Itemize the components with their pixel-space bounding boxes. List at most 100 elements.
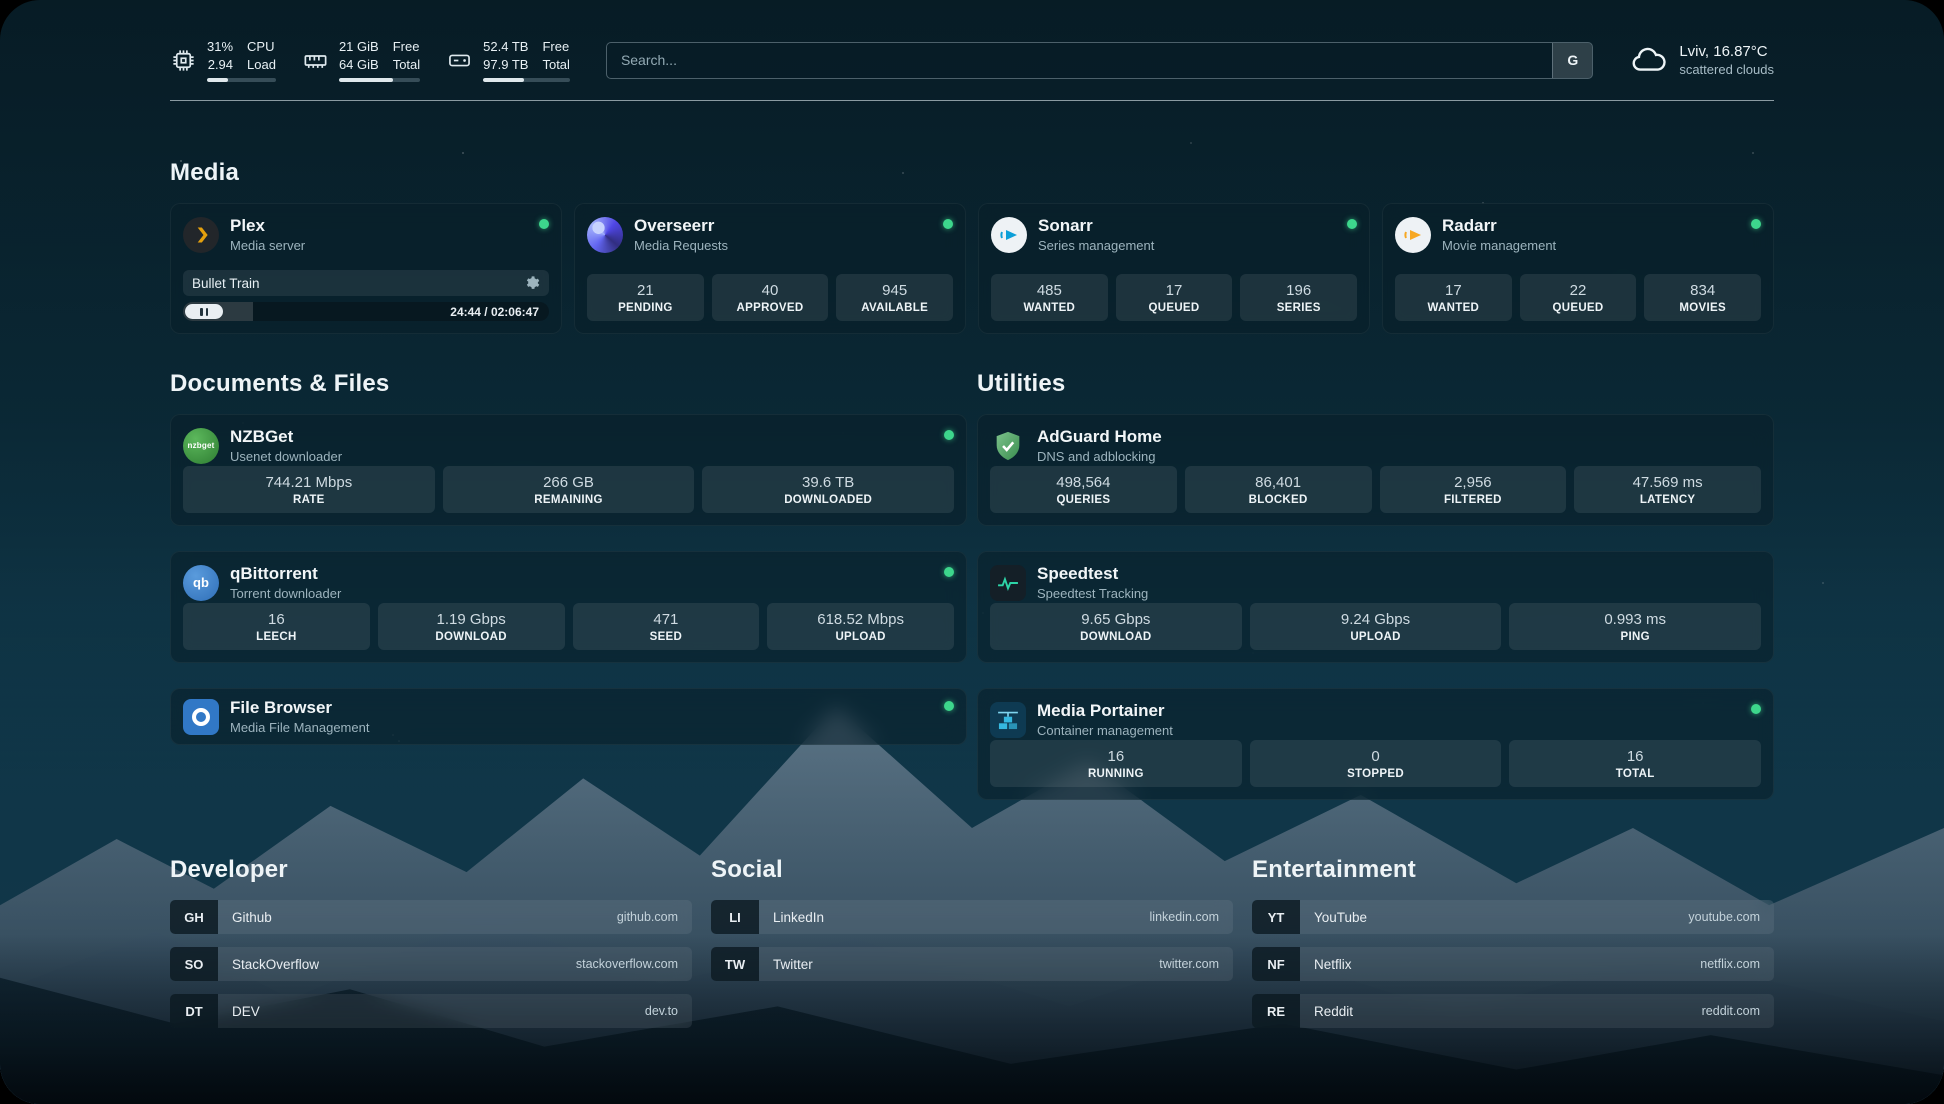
radarr-card[interactable]: Radarr Movie management 17 WANTED 22 QUEUE… xyxy=(1382,203,1774,335)
stat-tile: 40 APPROVED xyxy=(711,274,829,322)
utilities-column: Utilities xyxy=(977,370,1774,801)
stat-tile: 39.6 TB DOWNLOADED xyxy=(702,466,955,514)
memory-label-1: Free xyxy=(392,39,420,54)
disk-free: 52.4 TB xyxy=(483,39,529,54)
qbittorrent-card[interactable]: qb qBittorrent Torrent downloader 16 LEEC… xyxy=(170,551,967,664)
bookmark-netflix[interactable]: NF Netflix netflix.com xyxy=(1252,947,1774,982)
memory-free: 21 GiB xyxy=(338,39,379,54)
service-title: Sonarr xyxy=(1038,216,1093,236)
service-subtitle: Container management xyxy=(1037,723,1173,739)
stat-tile: 22 QUEUED xyxy=(1519,274,1637,322)
service-title: Speedtest xyxy=(1037,564,1119,584)
service-title: File Browser xyxy=(230,698,333,718)
sonarr-card[interactable]: Sonarr Series management 485 WANTED 17 QUE… xyxy=(978,203,1370,335)
stat-tile: 266 GB REMAINING xyxy=(442,466,695,514)
service-subtitle: Series management xyxy=(1038,238,1155,254)
status-dot xyxy=(1751,219,1761,230)
service-title: NZBGet xyxy=(230,427,294,447)
service-subtitle: Media server xyxy=(230,238,306,254)
service-subtitle: DNS and adblocking xyxy=(1037,449,1156,465)
service-subtitle: Usenet downloader xyxy=(230,449,343,465)
section-title-social: Social xyxy=(711,856,783,884)
stat-tile: 471 SEED xyxy=(572,603,760,651)
plex-card[interactable]: Plex Media server Bullet Train xyxy=(170,203,562,335)
disk-icon xyxy=(449,54,471,66)
bookmark-stackoverflow[interactable]: SO StackOverflow stackoverflow.com xyxy=(170,947,692,982)
service-subtitle: Speedtest Tracking xyxy=(1037,586,1149,602)
service-subtitle: Media Requests xyxy=(634,238,728,254)
status-dot xyxy=(1751,704,1761,715)
plex-icon xyxy=(183,216,219,253)
section-title-media: Media xyxy=(170,159,240,187)
stat-tile: 17 QUEUED xyxy=(1115,274,1233,322)
service-title: qBittorrent xyxy=(230,564,318,584)
cpu-label-2: Load xyxy=(247,56,276,72)
service-title: Plex xyxy=(230,216,265,236)
cpu-loadavg: 2.94 xyxy=(207,56,234,72)
filebrowser-card[interactable]: File Browser Media File Management xyxy=(170,688,967,746)
service-title: Overseerr xyxy=(634,216,715,236)
top-bar: 31% 2.94 CPU Load xyxy=(170,0,1774,83)
stat-tile: 86,401 BLOCKED xyxy=(1184,466,1372,514)
disk-total: 97.9 TB xyxy=(483,56,529,72)
cpu-icon xyxy=(173,49,194,71)
bookmark-twitter[interactable]: TW Twitter twitter.com xyxy=(711,947,1233,982)
stat-tile: 485 WANTED xyxy=(991,274,1108,322)
service-title: AdGuard Home xyxy=(1037,427,1162,447)
status-dot xyxy=(1347,219,1357,230)
documents-column: Documents & Files nzbget NZBGet Usenet d… xyxy=(170,370,967,800)
service-subtitle: Torrent downloader xyxy=(230,586,342,602)
stat-tile: 17 WANTED xyxy=(1395,274,1512,322)
weather-widget: Lviv, 16.87°C scattered clouds xyxy=(1629,41,1774,79)
status-dot xyxy=(539,219,549,230)
overseerr-card[interactable]: Overseerr Media Requests 21 PENDING 40 APP… xyxy=(574,203,966,335)
memory-progress-bar xyxy=(338,78,421,83)
plex-player-bar: 24:44 / 02:06:47 xyxy=(183,302,549,322)
speedtest-icon xyxy=(990,564,1026,601)
gear-icon[interactable] xyxy=(524,275,540,291)
service-title: Radarr xyxy=(1442,216,1497,236)
portainer-card[interactable]: Media Portainer Container management 16 R… xyxy=(977,688,1774,801)
cpu-percent: 31% xyxy=(207,39,234,54)
cpu-progress-bar xyxy=(207,78,276,83)
stat-tile: 16 RUNNING xyxy=(990,740,1242,788)
plex-now-playing: Bullet Train xyxy=(183,270,549,297)
memory-total: 64 GiB xyxy=(338,56,379,72)
search-bar: G xyxy=(605,41,1594,79)
bookmark-linkedin[interactable]: LI LinkedIn linkedin.com xyxy=(711,900,1233,935)
nzbget-icon: nzbget xyxy=(183,427,219,464)
stat-tile: 0.993 ms PING xyxy=(1509,603,1762,651)
cpu-widget: 31% 2.94 CPU Load xyxy=(170,38,276,83)
adguard-card[interactable]: AdGuard Home DNS and adblocking 498,564 Q… xyxy=(977,414,1774,527)
pause-button[interactable] xyxy=(185,304,223,320)
service-subtitle: Media File Management xyxy=(230,720,370,736)
search-engine-button[interactable]: G xyxy=(1552,42,1593,78)
stat-tile: 9.24 Gbps UPLOAD xyxy=(1249,603,1502,651)
entertainment-column: Entertainment YT YouTube youtube.com NF … xyxy=(1252,856,1774,1029)
qbittorrent-icon: qb xyxy=(183,564,219,601)
stat-tile: 16 TOTAL xyxy=(1509,740,1762,788)
service-subtitle: Movie management xyxy=(1442,238,1557,254)
bookmark-youtube[interactable]: YT YouTube youtube.com xyxy=(1252,900,1774,935)
status-dot xyxy=(944,430,954,441)
nzbget-card[interactable]: nzbget NZBGet Usenet downloader 744.21 M… xyxy=(170,414,967,527)
stat-tile: 498,564 QUERIES xyxy=(990,466,1177,514)
stat-tile: 618.52 Mbps UPLOAD xyxy=(767,603,954,651)
header-divider xyxy=(170,100,1774,102)
weather-condition: scattered clouds xyxy=(1679,62,1774,78)
stat-tile: 9.65 Gbps DOWNLOAD xyxy=(990,603,1242,651)
social-column: Social LI LinkedIn linkedin.com TW Twitt… xyxy=(711,856,1233,1028)
bookmark-github[interactable]: GH Github github.com xyxy=(170,900,692,935)
bookmark-reddit[interactable]: RE Reddit reddit.com xyxy=(1252,994,1774,1029)
speedtest-card[interactable]: Speedtest Speedtest Tracking 9.65 Gbps DO… xyxy=(977,551,1774,664)
stat-tile: 0 STOPPED xyxy=(1249,740,1502,788)
disk-label-2: Total xyxy=(542,56,570,72)
overseerr-icon xyxy=(587,216,623,253)
disk-widget: 52.4 TB 97.9 TB Free Total xyxy=(446,38,570,83)
portainer-icon xyxy=(990,701,1026,738)
service-title: Media Portainer xyxy=(1037,701,1165,721)
stat-tile: 834 MOVIES xyxy=(1644,274,1762,322)
bookmark-dev[interactable]: DT DEV dev.to xyxy=(170,994,692,1029)
adguard-icon xyxy=(990,428,1026,464)
search-input[interactable] xyxy=(605,41,1594,79)
